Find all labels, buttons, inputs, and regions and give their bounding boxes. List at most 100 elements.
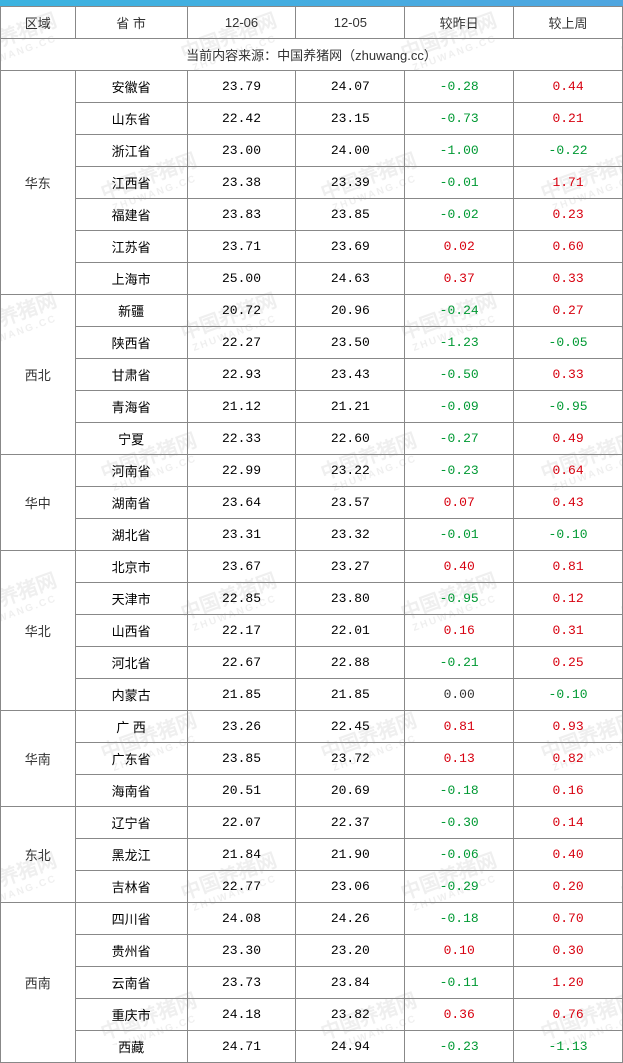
delta-week: -0.05 [514,327,623,359]
table-row: 华南广 西23.2622.450.810.93 [1,711,623,743]
province-cell: 甘肃省 [75,359,187,391]
delta-yesterday: -0.01 [405,519,514,551]
table-row: 华东安徽省23.7924.07-0.280.44 [1,71,623,103]
value-d2: 22.60 [296,423,405,455]
delta-yesterday: 0.36 [405,999,514,1031]
table-row: 湖北省23.3123.32-0.01-0.10 [1,519,623,551]
value-d2: 22.01 [296,615,405,647]
value-d1: 23.26 [187,711,296,743]
value-d1: 23.31 [187,519,296,551]
table-row: 上海市25.0024.630.370.33 [1,263,623,295]
delta-yesterday: -0.27 [405,423,514,455]
province-cell: 山东省 [75,103,187,135]
value-d1: 23.79 [187,71,296,103]
delta-yesterday: -0.30 [405,807,514,839]
col-header-0: 区域 [1,7,76,39]
value-d2: 23.43 [296,359,405,391]
table-row: 重庆市24.1823.820.360.76 [1,999,623,1031]
delta-yesterday: -0.28 [405,71,514,103]
value-d2: 23.69 [296,231,405,263]
region-cell: 西南 [1,903,76,1063]
delta-yesterday: -0.18 [405,903,514,935]
value-d1: 23.38 [187,167,296,199]
value-d2: 24.94 [296,1031,405,1063]
value-d2: 24.07 [296,71,405,103]
delta-yesterday: -0.24 [405,295,514,327]
delta-week: -0.10 [514,679,623,711]
table-header-row: 区域省 市12-0612-05较昨日较上周 [1,7,623,39]
delta-yesterday: 0.40 [405,551,514,583]
value-d1: 21.12 [187,391,296,423]
value-d1: 22.85 [187,583,296,615]
value-d1: 23.00 [187,135,296,167]
delta-yesterday: -0.95 [405,583,514,615]
delta-yesterday: -0.23 [405,455,514,487]
value-d1: 22.42 [187,103,296,135]
region-cell: 西北 [1,295,76,455]
value-d1: 23.30 [187,935,296,967]
delta-week: 0.27 [514,295,623,327]
province-cell: 江苏省 [75,231,187,263]
delta-yesterday: -1.23 [405,327,514,359]
province-cell: 安徽省 [75,71,187,103]
delta-yesterday: -0.02 [405,199,514,231]
col-header-2: 12-06 [187,7,296,39]
delta-week: 0.81 [514,551,623,583]
province-cell: 江西省 [75,167,187,199]
value-d1: 21.85 [187,679,296,711]
province-cell: 内蒙古 [75,679,187,711]
delta-week: 0.33 [514,359,623,391]
table-row: 华中河南省22.9923.22-0.230.64 [1,455,623,487]
value-d2: 23.57 [296,487,405,519]
value-d2: 22.88 [296,647,405,679]
delta-yesterday: -0.23 [405,1031,514,1063]
value-d2: 22.37 [296,807,405,839]
province-cell: 西藏 [75,1031,187,1063]
table-row: 甘肃省22.9323.43-0.500.33 [1,359,623,391]
table-row: 内蒙古21.8521.850.00-0.10 [1,679,623,711]
table-row: 吉林省22.7723.06-0.290.20 [1,871,623,903]
province-cell: 湖南省 [75,487,187,519]
delta-week: -1.13 [514,1031,623,1063]
table-row: 河北省22.6722.88-0.210.25 [1,647,623,679]
col-header-4: 较昨日 [405,7,514,39]
delta-week: 0.33 [514,263,623,295]
province-cell: 陕西省 [75,327,187,359]
delta-week: -0.10 [514,519,623,551]
province-cell: 北京市 [75,551,187,583]
delta-yesterday: -0.01 [405,167,514,199]
value-d1: 23.71 [187,231,296,263]
table-row: 海南省20.5120.69-0.180.16 [1,775,623,807]
table-row: 浙江省23.0024.00-1.00-0.22 [1,135,623,167]
delta-yesterday: 0.37 [405,263,514,295]
delta-yesterday: 0.10 [405,935,514,967]
table-row: 宁夏22.3322.60-0.270.49 [1,423,623,455]
delta-yesterday: -0.18 [405,775,514,807]
delta-yesterday: -0.09 [405,391,514,423]
table-row: 江苏省23.7123.690.020.60 [1,231,623,263]
delta-week: 1.20 [514,967,623,999]
province-cell: 湖北省 [75,519,187,551]
delta-week: 0.43 [514,487,623,519]
province-cell: 海南省 [75,775,187,807]
delta-yesterday: 0.81 [405,711,514,743]
value-d2: 23.06 [296,871,405,903]
delta-yesterday: -0.11 [405,967,514,999]
region-cell: 东北 [1,807,76,903]
table-row: 广东省23.8523.720.130.82 [1,743,623,775]
value-d2: 23.85 [296,199,405,231]
region-cell: 华东 [1,71,76,295]
table-row: 东北辽宁省22.0722.37-0.300.14 [1,807,623,839]
delta-week: 0.64 [514,455,623,487]
value-d2: 24.00 [296,135,405,167]
province-cell: 宁夏 [75,423,187,455]
value-d2: 24.63 [296,263,405,295]
delta-yesterday: -0.73 [405,103,514,135]
value-d1: 22.27 [187,327,296,359]
province-cell: 天津市 [75,583,187,615]
value-d1: 23.73 [187,967,296,999]
province-cell: 四川省 [75,903,187,935]
delta-week: 0.12 [514,583,623,615]
table-row: 湖南省23.6423.570.070.43 [1,487,623,519]
value-d2: 23.50 [296,327,405,359]
